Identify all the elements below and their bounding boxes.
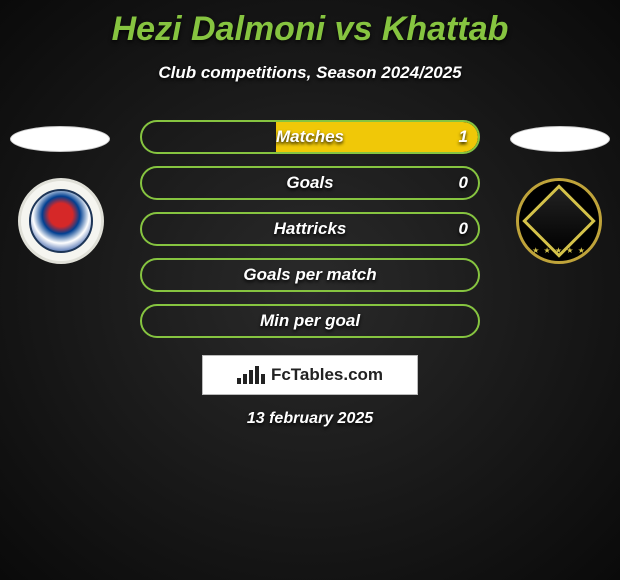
- brand-box: FcTables.com: [202, 355, 418, 395]
- stat-value-right: 0: [459, 168, 468, 198]
- stat-row-matches: Matches 1: [140, 120, 480, 154]
- right-club-badge: ★ ★ ★ ★ ★: [516, 178, 602, 264]
- right-player-ellipse: [510, 126, 610, 152]
- date-text: 13 february 2025: [0, 410, 620, 428]
- stat-label: Goals per match: [142, 260, 478, 290]
- left-club-badge: [18, 178, 104, 264]
- right-club-badge-stars: ★ ★ ★ ★ ★: [519, 246, 599, 255]
- brand-bars-icon: [237, 366, 265, 384]
- page-subtitle: Club competitions, Season 2024/2025: [0, 63, 620, 83]
- left-player-ellipse: [10, 126, 110, 152]
- stat-row-min-per-goal: Min per goal: [140, 304, 480, 338]
- stat-value-right: 1: [459, 122, 468, 152]
- stat-label: Goals: [142, 168, 478, 198]
- page-title: Hezi Dalmoni vs Khattab: [0, 0, 620, 49]
- stat-row-hattricks: Hattricks 0: [140, 212, 480, 246]
- stat-row-goals: Goals 0: [140, 166, 480, 200]
- stat-label: Min per goal: [142, 306, 478, 336]
- left-club-badge-inner: [29, 189, 93, 253]
- stat-label: Hattricks: [142, 214, 478, 244]
- stat-value-right: 0: [459, 214, 468, 244]
- stat-row-goals-per-match: Goals per match: [140, 258, 480, 292]
- stats-container: Matches 1 Goals 0 Hattricks 0 Goals per …: [140, 120, 480, 350]
- brand-text: FcTables.com: [271, 365, 383, 385]
- stat-label: Matches: [142, 122, 478, 152]
